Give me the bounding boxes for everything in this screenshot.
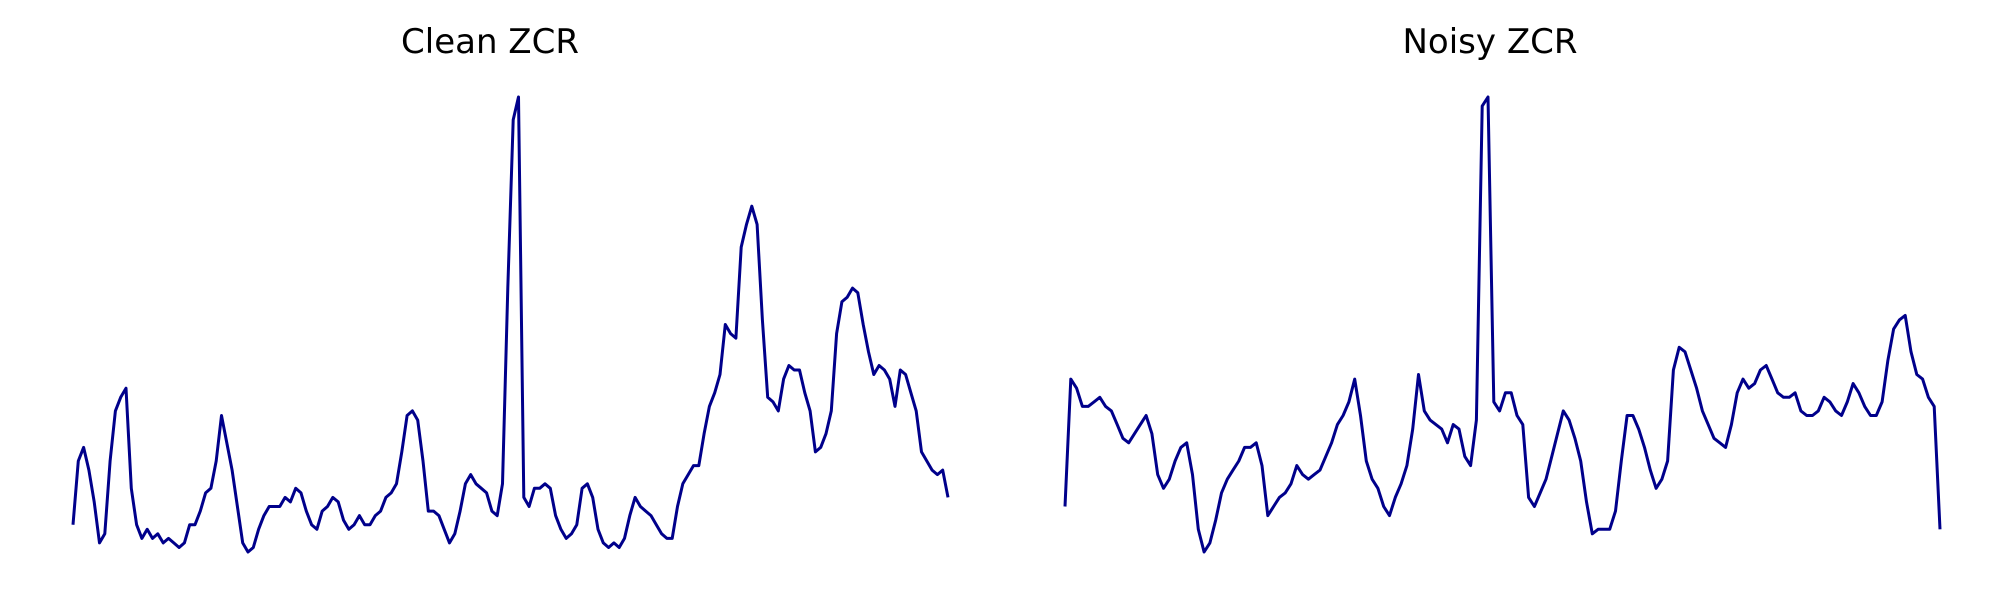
chart-panel-clean: Clean ZCR xyxy=(0,0,980,600)
zcr-series-line xyxy=(71,95,950,554)
chart-panel-noisy: Noisy ZCR xyxy=(1000,0,1980,600)
zcr-series-line xyxy=(1063,95,1942,554)
chart-title: Clean ZCR xyxy=(401,22,579,62)
chart-title: Noisy ZCR xyxy=(1402,22,1578,62)
clean-zcr-plot xyxy=(71,95,950,554)
noisy-zcr-plot xyxy=(1063,95,1942,554)
